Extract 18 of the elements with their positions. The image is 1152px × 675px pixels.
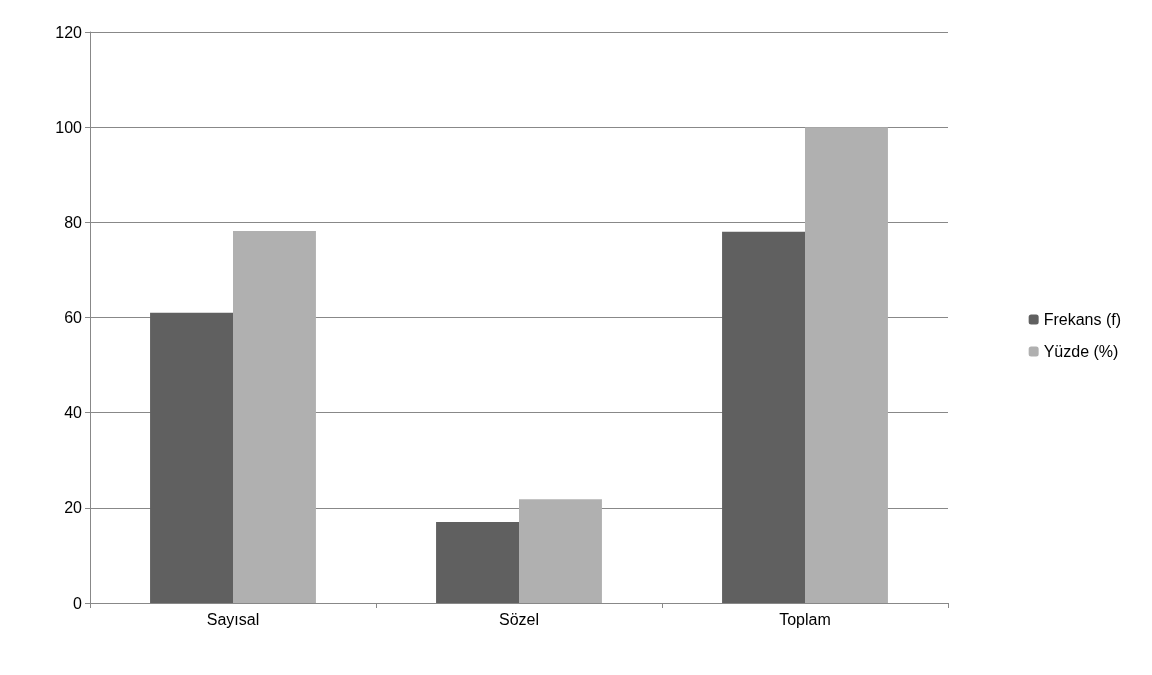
x-tick-label: Sayısal <box>206 610 260 628</box>
y-tick-label: 40 <box>64 404 83 422</box>
x-tick-label: Sözel <box>498 610 540 628</box>
y-tick-label: 20 <box>64 499 83 517</box>
y-tick-label: 120 <box>55 23 83 41</box>
bar <box>436 522 519 603</box>
bar <box>722 231 805 603</box>
bar <box>233 230 316 603</box>
bar <box>519 499 602 603</box>
legend-label: Frekans (f) <box>1043 311 1121 328</box>
x-tick-label: Toplam <box>779 610 831 628</box>
y-tick-label: 80 <box>64 213 83 231</box>
y-tick-label: 60 <box>64 309 83 326</box>
y-tick-label: 100 <box>55 118 83 136</box>
legend-label: Yüzde (%) <box>1043 343 1119 360</box>
y-tick-label: 0 <box>73 594 83 612</box>
bar <box>805 127 888 603</box>
bar <box>150 312 233 603</box>
